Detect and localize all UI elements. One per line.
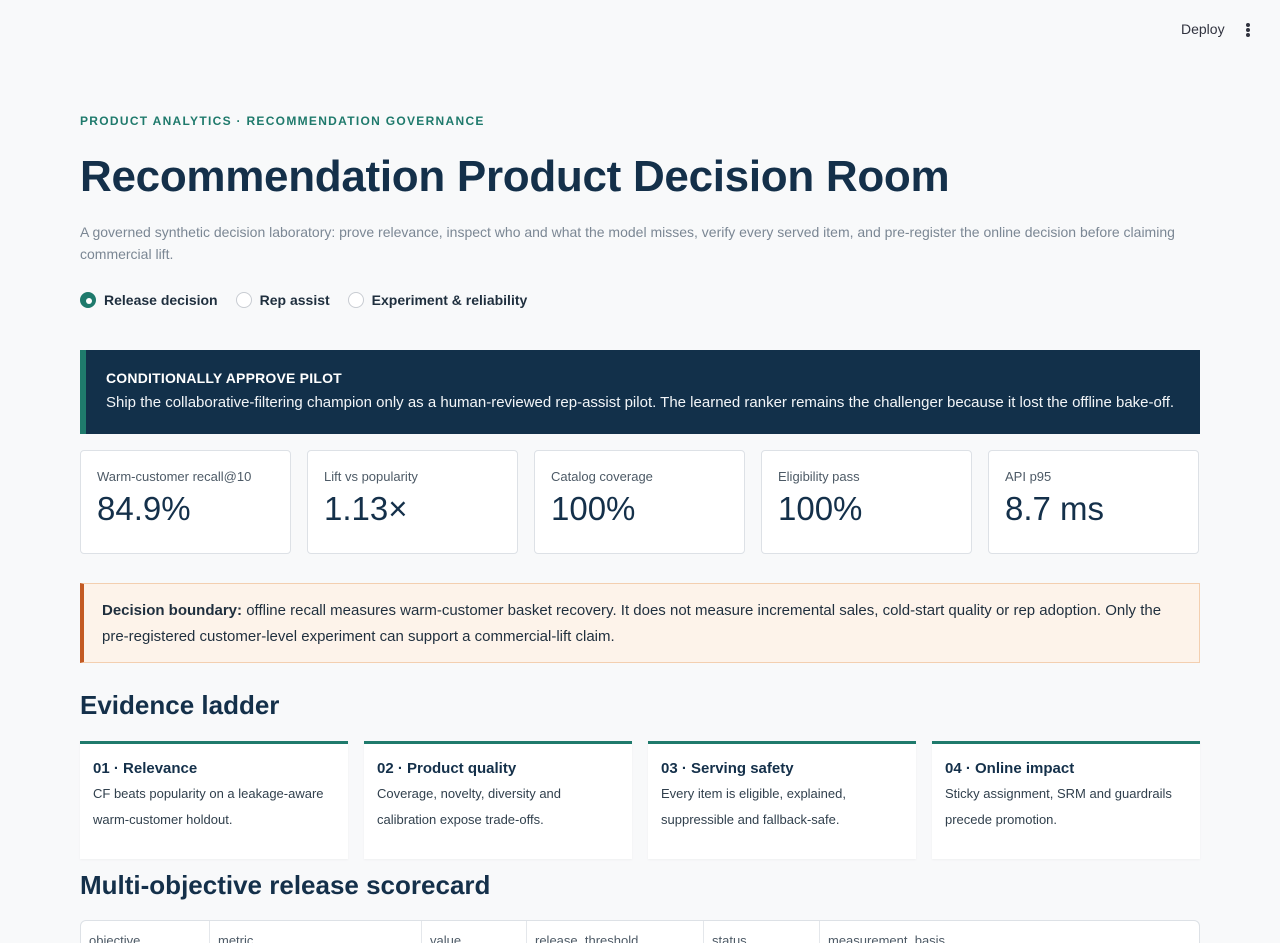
- metric-label: Catalog coverage: [551, 469, 653, 484]
- metric-card-recall: Warm-customer recall@10 84.9%: [80, 450, 291, 554]
- rung-text: Coverage, novelty, diversity and calibra…: [377, 786, 562, 827]
- column-header[interactable]: metric: [210, 921, 422, 943]
- page-subtitle: A governed synthetic decision laboratory…: [80, 224, 1175, 262]
- metric-value: 84.9%: [97, 490, 191, 527]
- decision-boundary-text: offline recall measures warm-customer ba…: [102, 602, 1162, 645]
- decision-banner-text: Ship the collaborative-filtering champio…: [106, 394, 1175, 411]
- evidence-rung-serving-safety: 03 · Serving safety Every item is eligib…: [648, 741, 916, 859]
- metric-card-coverage: Catalog coverage 100%: [534, 450, 745, 554]
- metric-label: Eligibility pass: [778, 469, 860, 484]
- metric-card-api-p95: API p95 8.7 ms: [988, 450, 1199, 554]
- radio-experiment-reliability[interactable]: Experiment & reliability: [347, 292, 528, 308]
- metric-label: Warm-customer recall@10: [97, 469, 252, 484]
- scorecard-title: Multi-objective release scorecard: [80, 870, 491, 900]
- decision-boundary-lead: Decision boundary:: [102, 602, 243, 619]
- metric-card-lift: Lift vs popularity 1.13×: [307, 450, 518, 554]
- evidence-rung-online-impact: 04 · Online impact Sticky assignment, SR…: [932, 741, 1200, 859]
- rung-text: Sticky assignment, SRM and guardrails pr…: [945, 786, 1172, 827]
- decision-banner: CONDITIONALLY APPROVE PILOT Ship the col…: [80, 350, 1200, 434]
- radio-unselected-icon: [235, 292, 252, 308]
- column-header[interactable]: value: [422, 921, 527, 943]
- scorecard-header-row: objective metric value release_threshold…: [81, 921, 1199, 943]
- evidence-rung-relevance: 01 · Relevance CF beats popularity on a …: [80, 741, 348, 859]
- evidence-ladder-title: Evidence ladder: [80, 690, 280, 720]
- rung-text: Every item is eligible, explained, suppr…: [661, 786, 846, 827]
- rung-title: 02 · Product quality: [377, 760, 517, 777]
- column-header[interactable]: objective: [81, 921, 210, 943]
- rung-title: 01 · Relevance: [93, 760, 198, 777]
- rung-title: 04 · Online impact: [945, 760, 1075, 777]
- radio-release-decision[interactable]: Release decision: [80, 292, 218, 308]
- evidence-rung-product-quality: 02 · Product quality Coverage, novelty, …: [364, 741, 632, 859]
- metric-cards: Warm-customer recall@10 84.9% Lift vs po…: [80, 450, 1199, 554]
- radio-label: Experiment & reliability: [371, 292, 528, 308]
- app-toolbar: Deploy: [0, 0, 1280, 60]
- metric-value: 8.7 ms: [1005, 490, 1105, 527]
- metric-value: 1.13×: [324, 490, 408, 527]
- column-header[interactable]: release_threshold: [527, 921, 704, 943]
- radio-selected-icon: [80, 292, 96, 308]
- column-header[interactable]: status: [704, 921, 820, 943]
- kebab-dot: [1246, 28, 1250, 32]
- radio-label: Rep assist: [259, 292, 330, 308]
- metric-value: 100%: [778, 490, 863, 527]
- kebab-menu-icon[interactable]: [1242, 21, 1254, 39]
- page-eyebrow: PRODUCT ANALYTICS · RECOMMENDATION GOVER…: [80, 114, 485, 128]
- column-header[interactable]: measurement_basis: [828, 933, 946, 943]
- metric-value: 100%: [551, 490, 636, 527]
- radio-unselected-icon: [347, 292, 364, 308]
- metric-label: Lift vs popularity: [324, 469, 418, 484]
- decision-banner-title: CONDITIONALLY APPROVE PILOT: [106, 370, 342, 386]
- evidence-ladder: 01 · Relevance CF beats popularity on a …: [80, 741, 1200, 859]
- scorecard-table[interactable]: objective metric value release_threshold…: [80, 920, 1200, 943]
- kebab-dot: [1246, 23, 1250, 27]
- metric-label: API p95: [1005, 469, 1052, 484]
- radio-label: Release decision: [104, 292, 218, 308]
- rung-text: CF beats popularity on a leakage-aware w…: [93, 786, 324, 827]
- metric-card-eligibility: Eligibility pass 100%: [761, 450, 972, 554]
- deploy-button[interactable]: Deploy: [1181, 21, 1225, 37]
- page-title: Recommendation Product Decision Room: [80, 152, 950, 201]
- rung-title: 03 · Serving safety: [661, 760, 794, 777]
- decision-boundary-callout: Decision boundary: offline recall measur…: [80, 583, 1200, 663]
- view-radio-group: Release decision Rep assist Experiment &…: [80, 292, 527, 308]
- radio-rep-assist[interactable]: Rep assist: [235, 292, 330, 308]
- kebab-dot: [1246, 33, 1250, 37]
